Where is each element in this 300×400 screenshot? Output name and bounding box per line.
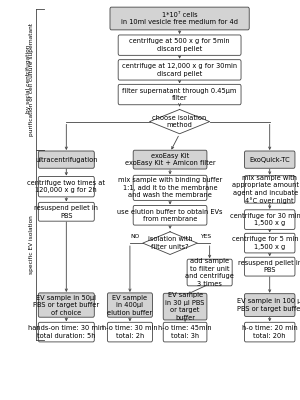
Text: add sample
to filter unit
and centrifuge
3 times: add sample to filter unit and centrifuge… <box>185 258 234 287</box>
FancyBboxPatch shape <box>38 293 94 317</box>
FancyBboxPatch shape <box>38 202 94 221</box>
FancyBboxPatch shape <box>133 150 207 169</box>
FancyBboxPatch shape <box>133 175 207 200</box>
Text: centrifuge two times at
120,000 x g for 2h: centrifuge two times at 120,000 x g for … <box>27 180 105 194</box>
FancyBboxPatch shape <box>163 322 207 342</box>
FancyBboxPatch shape <box>244 233 295 253</box>
Text: choose isolation
method: choose isolation method <box>152 115 207 128</box>
Text: h-o time: 30 min
total: 2h: h-o time: 30 min total: 2h <box>102 325 158 339</box>
FancyBboxPatch shape <box>110 7 249 30</box>
Text: mix sample with binding buffer
1:1, add it to the membrane
and wash the membrane: mix sample with binding buffer 1:1, add … <box>118 177 222 198</box>
Text: resuspend pellet in
PBS: resuspend pellet in PBS <box>238 260 300 273</box>
FancyBboxPatch shape <box>187 259 232 286</box>
Text: purification of cell culture supernatant: purification of cell culture supernatant <box>29 23 34 136</box>
Text: hands-on time: 30 min
total duration: 5h: hands-on time: 30 min total duration: 5h <box>28 325 104 339</box>
FancyBboxPatch shape <box>133 206 207 225</box>
Text: EV sample
in 30 μl PBS
or target
buffer: EV sample in 30 μl PBS or target buffer <box>165 292 205 321</box>
Text: EV sample in 100 μl
PBS or target buffer: EV sample in 100 μl PBS or target buffer <box>237 298 300 312</box>
FancyBboxPatch shape <box>107 322 152 342</box>
FancyBboxPatch shape <box>118 84 241 105</box>
Text: EV sample in 50μl
PBS or target buffer
of choice: EV sample in 50μl PBS or target buffer o… <box>33 294 99 316</box>
FancyBboxPatch shape <box>118 60 241 80</box>
Text: centrifuge at 500 x g for 5min
discard pellet: centrifuge at 500 x g for 5min discard p… <box>129 38 230 52</box>
FancyBboxPatch shape <box>163 293 207 320</box>
FancyBboxPatch shape <box>244 322 295 342</box>
FancyBboxPatch shape <box>118 35 241 55</box>
Text: resuspend pellet in
PBS: resuspend pellet in PBS <box>34 205 98 218</box>
Text: filter supernatant through 0.45μm
filter: filter supernatant through 0.45μm filter <box>122 88 237 101</box>
FancyBboxPatch shape <box>244 176 295 203</box>
Text: h-o time: 45min
total: 3h: h-o time: 45min total: 3h <box>158 325 212 339</box>
Text: by serial centrifugation: by serial centrifugation <box>26 45 31 114</box>
Text: ultracentrifugation: ultracentrifugation <box>35 157 98 163</box>
FancyBboxPatch shape <box>38 322 94 342</box>
FancyBboxPatch shape <box>107 293 152 317</box>
Text: exoEasy Kit
exoEasy Kit + Amicon filter: exoEasy Kit exoEasy Kit + Amicon filter <box>125 153 215 166</box>
Text: centrifuge for 5 min at
1,500 x g: centrifuge for 5 min at 1,500 x g <box>232 236 300 250</box>
Text: YES: YES <box>200 234 211 239</box>
Text: EV sample
in 400μl
elution buffer: EV sample in 400μl elution buffer <box>107 294 152 316</box>
Text: centrifuge at 12,000 x g for 30min
discard pellet: centrifuge at 12,000 x g for 30min disca… <box>122 63 237 77</box>
Text: specific EV isolation: specific EV isolation <box>29 216 34 274</box>
Polygon shape <box>150 110 210 134</box>
FancyBboxPatch shape <box>38 176 94 197</box>
Polygon shape <box>143 232 197 254</box>
Text: isolation with
filter units?: isolation with filter units? <box>148 236 192 250</box>
FancyBboxPatch shape <box>244 151 295 168</box>
FancyBboxPatch shape <box>244 257 295 276</box>
Text: 1*10⁷ cells
in 10ml vesicle free medium for 4d: 1*10⁷ cells in 10ml vesicle free medium … <box>121 12 238 25</box>
Text: NO: NO <box>131 234 140 239</box>
Text: centrifuge for 30 min at
1,500 x g: centrifuge for 30 min at 1,500 x g <box>230 213 300 226</box>
Text: mix sample with
appropriate amount of
agent and incubate at
4°C over night: mix sample with appropriate amount of ag… <box>232 175 300 204</box>
FancyBboxPatch shape <box>38 151 94 168</box>
Text: use elution buffer to obtain EVs
from membrane: use elution buffer to obtain EVs from me… <box>117 208 223 222</box>
Text: ExoQuick-TC: ExoQuick-TC <box>249 157 290 163</box>
FancyBboxPatch shape <box>244 294 295 316</box>
Text: h-o time: 20 min
total: 20h: h-o time: 20 min total: 20h <box>242 325 298 339</box>
FancyBboxPatch shape <box>244 210 295 230</box>
